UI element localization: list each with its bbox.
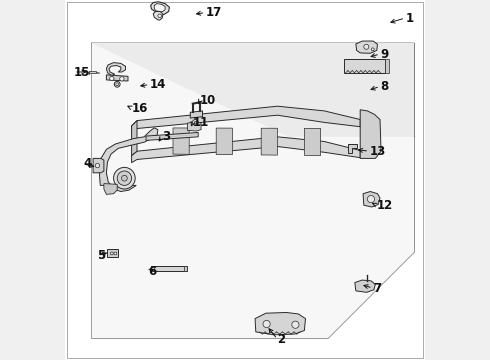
Polygon shape <box>184 266 187 271</box>
Bar <box>90 71 96 73</box>
Polygon shape <box>153 12 163 20</box>
Polygon shape <box>146 132 198 140</box>
Polygon shape <box>363 192 380 207</box>
Circle shape <box>114 81 120 87</box>
Polygon shape <box>132 106 360 133</box>
Circle shape <box>114 252 117 255</box>
Circle shape <box>117 171 132 185</box>
Polygon shape <box>107 249 118 257</box>
Bar <box>344 59 386 73</box>
Circle shape <box>120 77 124 81</box>
Circle shape <box>194 121 196 123</box>
Polygon shape <box>355 280 375 292</box>
Circle shape <box>371 48 374 51</box>
Circle shape <box>114 167 135 189</box>
Text: 11: 11 <box>193 116 209 129</box>
Circle shape <box>158 14 162 18</box>
Polygon shape <box>106 63 125 76</box>
Polygon shape <box>187 122 201 131</box>
Circle shape <box>292 321 299 328</box>
Polygon shape <box>347 144 357 153</box>
Circle shape <box>193 120 198 125</box>
Polygon shape <box>255 312 305 335</box>
Polygon shape <box>386 59 389 73</box>
Text: 1: 1 <box>405 12 414 24</box>
Text: 5: 5 <box>98 249 106 262</box>
Polygon shape <box>99 128 158 192</box>
Text: 7: 7 <box>373 282 381 294</box>
Polygon shape <box>106 75 128 81</box>
Text: 12: 12 <box>376 199 392 212</box>
Text: 14: 14 <box>149 78 166 91</box>
Text: 9: 9 <box>380 48 388 60</box>
Text: 13: 13 <box>369 145 386 158</box>
Circle shape <box>263 320 270 328</box>
Polygon shape <box>104 184 117 194</box>
Text: 10: 10 <box>200 94 216 107</box>
Polygon shape <box>154 4 165 12</box>
Text: 2: 2 <box>277 333 286 346</box>
Circle shape <box>122 175 127 181</box>
Text: 15: 15 <box>74 66 90 78</box>
Polygon shape <box>360 110 381 158</box>
Circle shape <box>110 76 114 81</box>
Polygon shape <box>151 266 154 271</box>
Circle shape <box>95 163 99 168</box>
Polygon shape <box>216 128 232 155</box>
Polygon shape <box>151 2 170 15</box>
Polygon shape <box>261 128 277 155</box>
Polygon shape <box>132 121 137 156</box>
Circle shape <box>110 252 113 255</box>
Polygon shape <box>132 137 360 163</box>
Polygon shape <box>93 158 104 173</box>
Polygon shape <box>92 43 414 338</box>
Text: 6: 6 <box>148 265 156 278</box>
Text: 16: 16 <box>132 102 148 114</box>
Polygon shape <box>190 111 202 118</box>
Polygon shape <box>304 129 320 156</box>
Polygon shape <box>92 43 414 144</box>
Polygon shape <box>151 266 187 271</box>
Circle shape <box>364 44 369 49</box>
Circle shape <box>368 195 374 203</box>
Text: 3: 3 <box>162 130 171 143</box>
Text: 17: 17 <box>205 6 221 19</box>
Text: 4: 4 <box>83 157 91 170</box>
Polygon shape <box>173 128 189 154</box>
Polygon shape <box>92 43 414 338</box>
Polygon shape <box>356 41 377 53</box>
Polygon shape <box>87 72 90 75</box>
Circle shape <box>116 83 119 86</box>
Text: 8: 8 <box>380 80 388 93</box>
